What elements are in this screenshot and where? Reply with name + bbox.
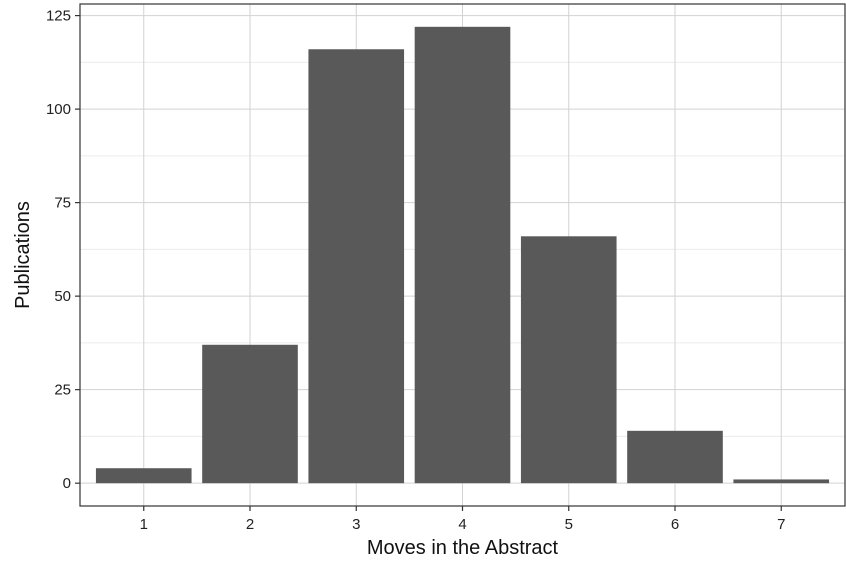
bar-7: [733, 479, 830, 484]
y-tick-label: 100: [46, 101, 71, 118]
x-tick-label: 2: [246, 516, 254, 533]
x-tick-label: 7: [777, 516, 785, 533]
y-tick-label: 0: [63, 475, 71, 492]
x-tick-label: 3: [352, 516, 360, 533]
y-tick-label: 125: [46, 8, 71, 25]
y-axis-ticks: 0 25 50 75 100 125: [46, 8, 80, 492]
bars: [95, 26, 830, 484]
y-tick-label: 50: [54, 288, 71, 305]
bar-2: [202, 344, 298, 484]
x-tick-label: 4: [458, 516, 466, 533]
bar-6: [627, 430, 723, 484]
x-axis-ticks: 1 2 3 4 5 6 7: [140, 506, 785, 533]
x-tick-label: 6: [671, 516, 679, 533]
x-axis-title: Moves in the Abstract: [367, 537, 559, 559]
x-tick-label: 5: [565, 516, 573, 533]
x-tick-label: 1: [140, 516, 148, 533]
bar-4: [414, 26, 511, 484]
y-axis-title: Publications: [12, 201, 34, 309]
y-tick-label: 75: [54, 195, 71, 212]
bar-3: [308, 49, 405, 484]
bar-1: [95, 468, 192, 484]
y-tick-label: 25: [54, 382, 71, 399]
bar-5: [520, 236, 617, 484]
